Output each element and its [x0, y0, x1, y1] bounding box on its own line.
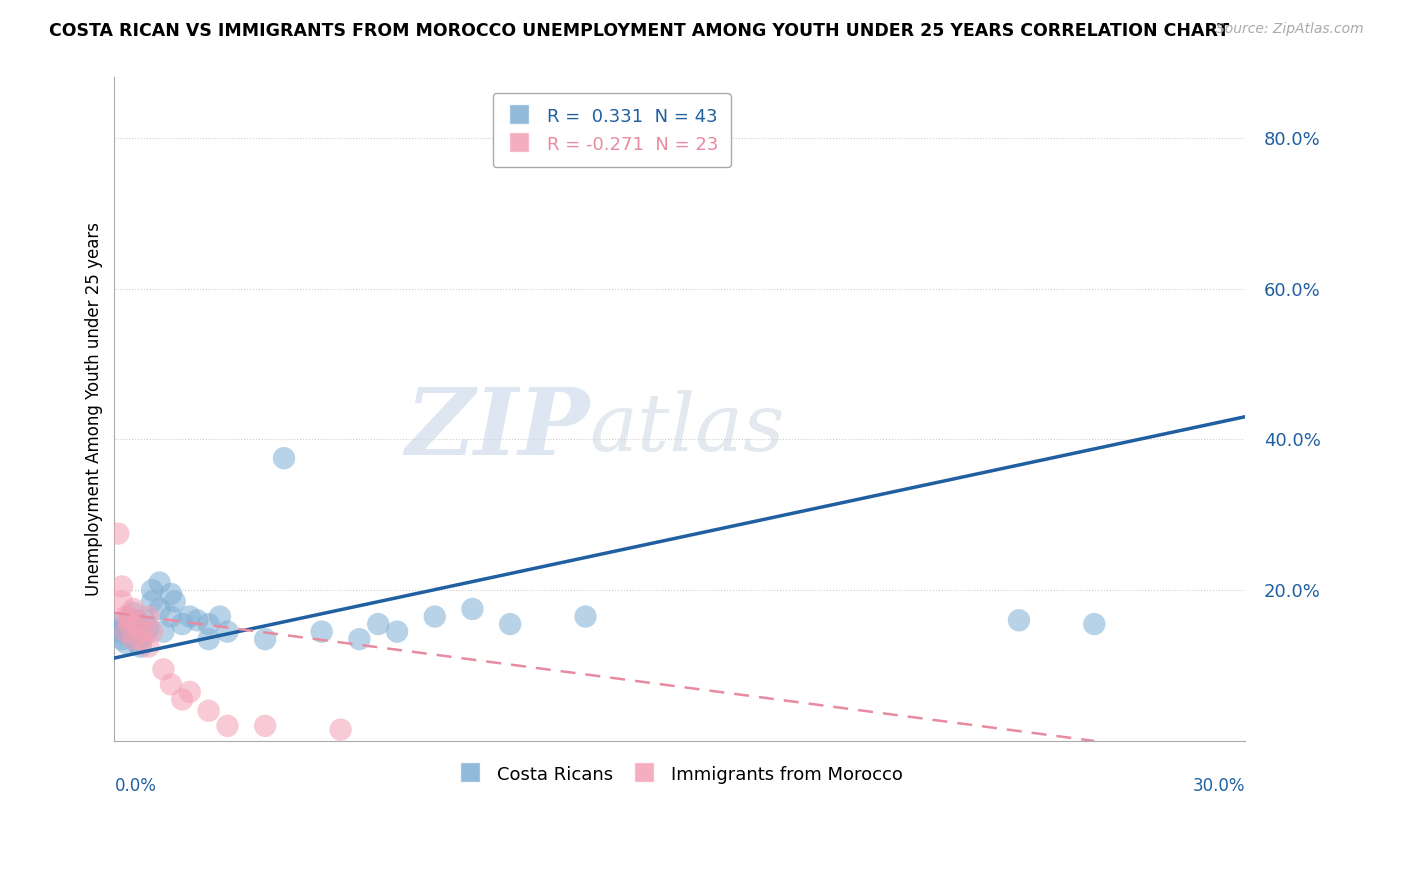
Point — [122, 602, 145, 616]
Point — [129, 640, 152, 654]
Point — [574, 609, 596, 624]
Point — [311, 624, 333, 639]
Point — [111, 594, 134, 608]
Text: ZIP: ZIP — [405, 384, 589, 474]
Y-axis label: Unemployment Among Youth under 25 years: Unemployment Among Youth under 25 years — [86, 222, 103, 596]
Point — [129, 632, 152, 647]
Point — [107, 526, 129, 541]
Point — [1008, 613, 1031, 627]
Point — [273, 451, 295, 466]
Point — [125, 613, 148, 627]
Point — [186, 613, 208, 627]
Point — [1083, 617, 1105, 632]
Point — [111, 632, 134, 647]
Point — [141, 583, 163, 598]
Point — [160, 587, 183, 601]
Point — [118, 628, 141, 642]
Point — [149, 575, 172, 590]
Point — [134, 613, 156, 627]
Point — [111, 621, 134, 635]
Point — [179, 685, 201, 699]
Point — [118, 613, 141, 627]
Point — [499, 617, 522, 632]
Point — [172, 692, 194, 706]
Text: atlas: atlas — [589, 391, 785, 467]
Text: COSTA RICAN VS IMMIGRANTS FROM MOROCCO UNEMPLOYMENT AMONG YOUTH UNDER 25 YEARS C: COSTA RICAN VS IMMIGRANTS FROM MOROCCO U… — [49, 22, 1229, 40]
Point — [111, 579, 134, 593]
Point — [125, 617, 148, 632]
Point — [114, 609, 136, 624]
Point — [134, 628, 156, 642]
Point — [172, 617, 194, 632]
Point — [197, 704, 219, 718]
Point — [141, 624, 163, 639]
Point — [122, 621, 145, 635]
Point — [254, 632, 277, 647]
Point — [160, 609, 183, 624]
Point — [141, 594, 163, 608]
Point — [152, 624, 174, 639]
Point — [208, 609, 231, 624]
Point — [423, 609, 446, 624]
Point — [160, 677, 183, 691]
Point — [114, 636, 136, 650]
Point — [385, 624, 408, 639]
Point — [122, 632, 145, 647]
Point — [136, 609, 159, 624]
Point — [254, 719, 277, 733]
Point — [179, 609, 201, 624]
Legend: Costa Ricans, Immigrants from Morocco: Costa Ricans, Immigrants from Morocco — [450, 756, 910, 791]
Point — [114, 624, 136, 639]
Point — [329, 723, 352, 737]
Point — [163, 594, 186, 608]
Text: 0.0%: 0.0% — [114, 778, 156, 796]
Point — [149, 602, 172, 616]
Point — [136, 621, 159, 635]
Point — [125, 636, 148, 650]
Point — [114, 621, 136, 635]
Point — [118, 617, 141, 632]
Point — [461, 602, 484, 616]
Point — [136, 640, 159, 654]
Point — [122, 606, 145, 620]
Text: Source: ZipAtlas.com: Source: ZipAtlas.com — [1216, 22, 1364, 37]
Point — [107, 617, 129, 632]
Point — [107, 624, 129, 639]
Text: 30.0%: 30.0% — [1192, 778, 1246, 796]
Point — [118, 609, 141, 624]
Point — [349, 632, 371, 647]
Point — [152, 662, 174, 676]
Point — [134, 624, 156, 639]
Point — [197, 632, 219, 647]
Point — [367, 617, 389, 632]
Point — [217, 624, 239, 639]
Point — [197, 617, 219, 632]
Point — [217, 719, 239, 733]
